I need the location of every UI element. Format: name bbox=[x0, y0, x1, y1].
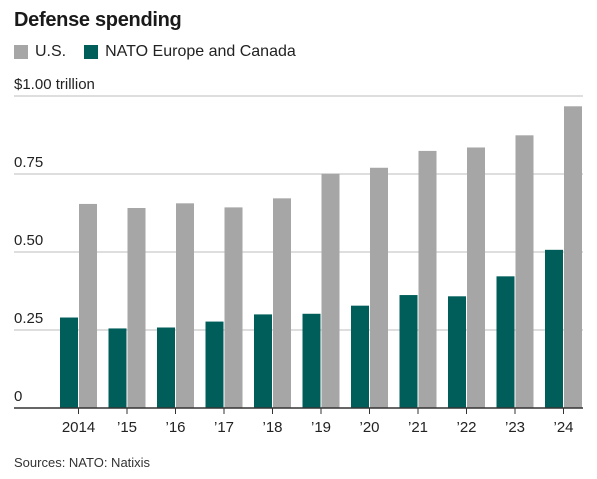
legend-item-us: U.S. bbox=[14, 43, 66, 61]
y-tick-label-0: 0 bbox=[14, 388, 22, 405]
x-tick-label-6: ’20 bbox=[359, 419, 379, 436]
source-note: Sources: NATO: Natixis bbox=[14, 455, 151, 470]
bar-nato-0 bbox=[60, 317, 78, 408]
bar-us-7 bbox=[418, 150, 437, 409]
x-tick-label-10: ’24 bbox=[553, 419, 573, 436]
legend: U.S. NATO Europe and Canada bbox=[14, 43, 314, 61]
y-tick-label-4: $1.00 trillion bbox=[14, 76, 95, 93]
bar-us-2 bbox=[176, 203, 194, 408]
bar-us-4 bbox=[273, 198, 291, 408]
bar-us-8 bbox=[467, 147, 485, 409]
bar-nato-3 bbox=[205, 321, 224, 408]
bar-nato-1 bbox=[108, 328, 127, 408]
y-tick-label-1: 0.25 bbox=[14, 310, 43, 327]
bar-us-3 bbox=[224, 207, 243, 408]
bar-us-0 bbox=[79, 203, 97, 408]
x-tick-label-7: ’21 bbox=[408, 419, 428, 436]
x-tick-label-9: ’23 bbox=[505, 419, 525, 436]
bar-us-10 bbox=[564, 106, 582, 409]
x-tick-label-3: ’17 bbox=[214, 419, 234, 436]
bar-us-9 bbox=[515, 135, 534, 408]
x-tick-label-2: ’16 bbox=[165, 419, 185, 436]
bar-nato-8 bbox=[448, 296, 466, 408]
x-tick-label-0: 2014 bbox=[62, 419, 95, 436]
bar-nato-9 bbox=[496, 276, 515, 408]
x-tick-label-1: ’15 bbox=[117, 419, 137, 436]
bar-nato-2 bbox=[157, 327, 175, 408]
bar-nato-7 bbox=[399, 295, 418, 408]
y-tick-label-3: 0.75 bbox=[14, 154, 43, 171]
bar-chart: 0 0.25 0.50 0.75 $1.00 trillion 2014 ’15 ’16 ’17… bbox=[14, 76, 583, 436]
y-tick-label-2: 0.50 bbox=[14, 232, 43, 249]
legend-swatch-nato bbox=[84, 45, 99, 59]
chart-title: Defense spending bbox=[14, 9, 182, 31]
bar-nato-6 bbox=[351, 305, 369, 408]
legend-label-us: U.S. bbox=[35, 43, 67, 60]
bar-nato-10 bbox=[545, 249, 563, 408]
x-tick-label-4: ’18 bbox=[262, 419, 282, 436]
bar-us-5 bbox=[321, 173, 340, 408]
legend-label-nato: NATO Europe and Canada bbox=[105, 43, 296, 60]
x-tick-label-8: ’22 bbox=[456, 419, 476, 436]
bar-nato-5 bbox=[302, 313, 321, 408]
legend-item-nato: NATO Europe and Canada bbox=[84, 43, 296, 61]
bar-us-6 bbox=[370, 167, 388, 408]
bar-nato-4 bbox=[254, 314, 272, 408]
legend-swatch-us bbox=[14, 45, 28, 59]
bar-us-1 bbox=[127, 208, 146, 408]
x-tick-label-5: ’19 bbox=[311, 419, 331, 436]
